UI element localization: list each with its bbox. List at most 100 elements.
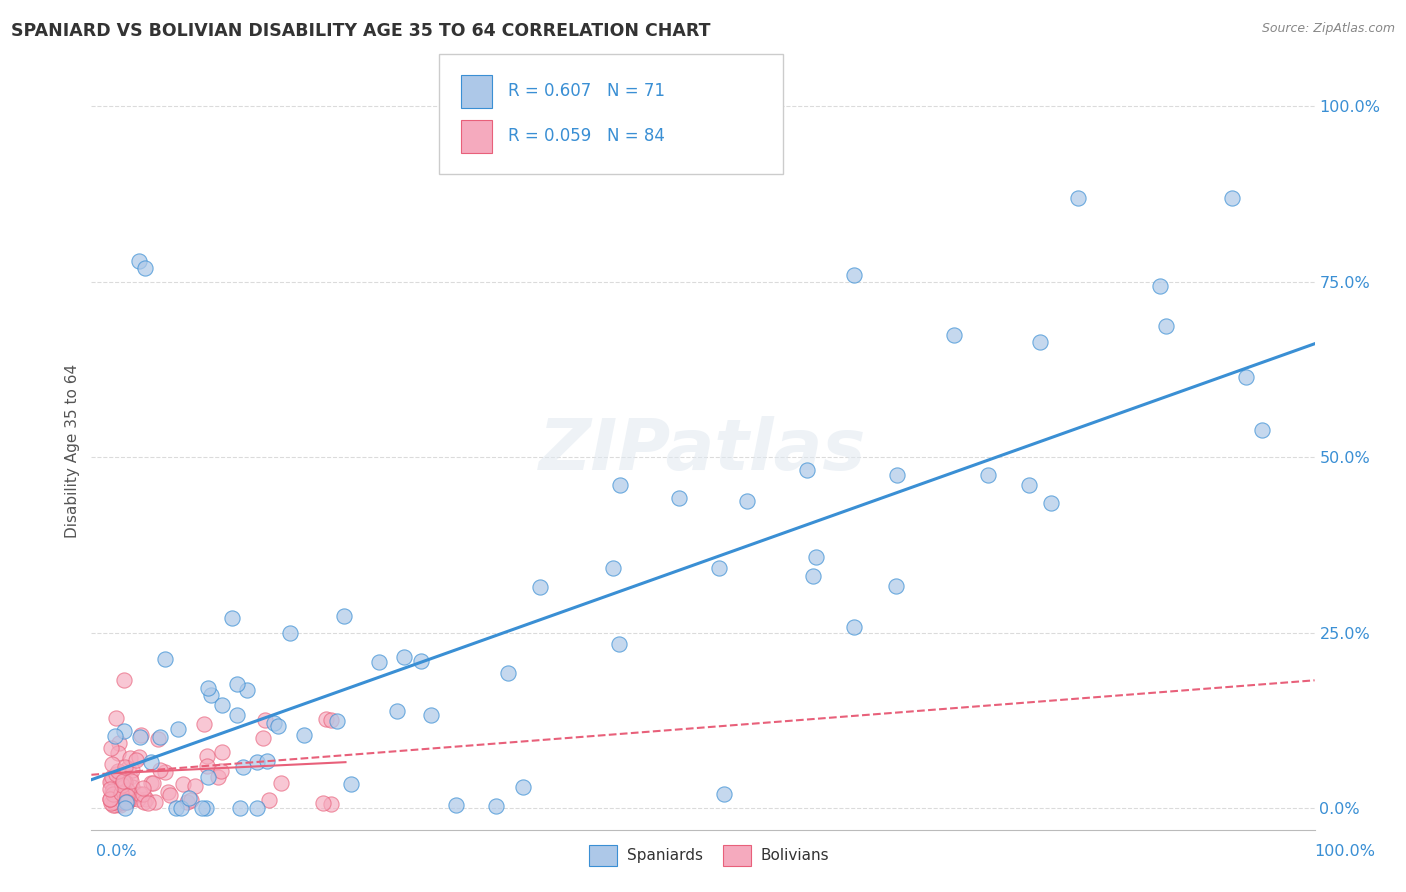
- Text: R = 0.059   N = 84: R = 0.059 N = 84: [508, 127, 665, 145]
- Point: [252, 731, 274, 746]
- Point: [1018, 478, 1040, 492]
- Point: [340, 777, 363, 791]
- Point: [142, 776, 165, 790]
- Point: [111, 780, 134, 794]
- Point: [121, 780, 143, 794]
- Point: [153, 652, 176, 666]
- Point: [607, 637, 630, 651]
- Point: [1234, 369, 1257, 384]
- Text: 0.0%: 0.0%: [96, 845, 136, 859]
- Point: [101, 797, 124, 812]
- Point: [141, 775, 163, 789]
- Point: [444, 798, 467, 813]
- Point: [1067, 191, 1090, 205]
- Point: [190, 801, 212, 815]
- Point: [98, 792, 121, 806]
- Point: [385, 704, 408, 718]
- Point: [165, 801, 187, 815]
- Text: R = 0.607   N = 71: R = 0.607 N = 71: [508, 82, 665, 101]
- Point: [195, 749, 218, 764]
- Point: [120, 774, 142, 789]
- Point: [735, 494, 758, 508]
- Point: [98, 782, 121, 797]
- Point: [104, 788, 127, 802]
- Point: [121, 763, 143, 777]
- Text: 100.0%: 100.0%: [1315, 845, 1375, 859]
- Point: [115, 795, 138, 809]
- Point: [125, 753, 148, 767]
- Point: [512, 780, 534, 795]
- Point: [107, 780, 129, 795]
- Point: [263, 715, 285, 730]
- Y-axis label: Disability Age 35 to 64: Disability Age 35 to 64: [65, 363, 80, 538]
- Point: [117, 761, 139, 775]
- Point: [103, 797, 125, 812]
- Point: [128, 749, 150, 764]
- Point: [172, 777, 194, 791]
- Point: [211, 745, 233, 759]
- Point: [120, 792, 142, 806]
- Point: [1039, 495, 1062, 509]
- Point: [884, 579, 907, 593]
- Point: [801, 568, 824, 582]
- Point: [115, 794, 138, 808]
- Point: [278, 625, 301, 640]
- Point: [111, 773, 134, 788]
- Point: [806, 550, 828, 565]
- Text: SPANIARD VS BOLIVIAN DISABILITY AGE 35 TO 64 CORRELATION CHART: SPANIARD VS BOLIVIAN DISABILITY AGE 35 T…: [11, 22, 711, 40]
- Point: [709, 561, 731, 575]
- Point: [668, 491, 690, 505]
- Point: [98, 791, 121, 805]
- Point: [942, 328, 965, 343]
- Point: [236, 682, 259, 697]
- Point: [98, 774, 121, 789]
- Point: [107, 736, 129, 750]
- Point: [131, 729, 153, 743]
- Point: [209, 764, 232, 779]
- Point: [1251, 424, 1274, 438]
- Point: [115, 782, 138, 797]
- Point: [103, 795, 125, 809]
- Point: [333, 608, 356, 623]
- Point: [112, 673, 135, 687]
- Point: [108, 797, 131, 812]
- Point: [107, 764, 129, 779]
- Point: [157, 784, 180, 798]
- Text: Bolivians: Bolivians: [761, 848, 830, 863]
- Point: [368, 655, 391, 669]
- Point: [256, 754, 278, 768]
- Point: [226, 708, 249, 723]
- Point: [326, 714, 349, 728]
- Point: [120, 770, 142, 784]
- Point: [100, 770, 122, 784]
- Point: [292, 728, 315, 742]
- Point: [195, 758, 218, 772]
- Point: [115, 795, 138, 809]
- Point: [134, 260, 156, 275]
- Point: [111, 778, 134, 792]
- Point: [232, 760, 254, 774]
- Point: [101, 784, 124, 798]
- Point: [128, 787, 150, 801]
- Point: [107, 746, 129, 760]
- Point: [104, 767, 127, 781]
- Point: [153, 764, 176, 779]
- Point: [100, 796, 122, 810]
- Point: [977, 468, 1000, 483]
- Point: [108, 796, 131, 810]
- Point: [312, 796, 335, 810]
- Point: [180, 793, 202, 807]
- Point: [257, 793, 280, 807]
- Point: [105, 787, 128, 801]
- Point: [197, 770, 219, 784]
- Point: [270, 776, 292, 790]
- Point: [149, 763, 172, 777]
- Point: [844, 620, 866, 634]
- Point: [1028, 335, 1050, 350]
- Point: [145, 795, 167, 809]
- Point: [146, 731, 169, 746]
- Point: [226, 677, 249, 691]
- Point: [609, 477, 631, 491]
- Point: [101, 756, 124, 771]
- Point: [315, 712, 337, 726]
